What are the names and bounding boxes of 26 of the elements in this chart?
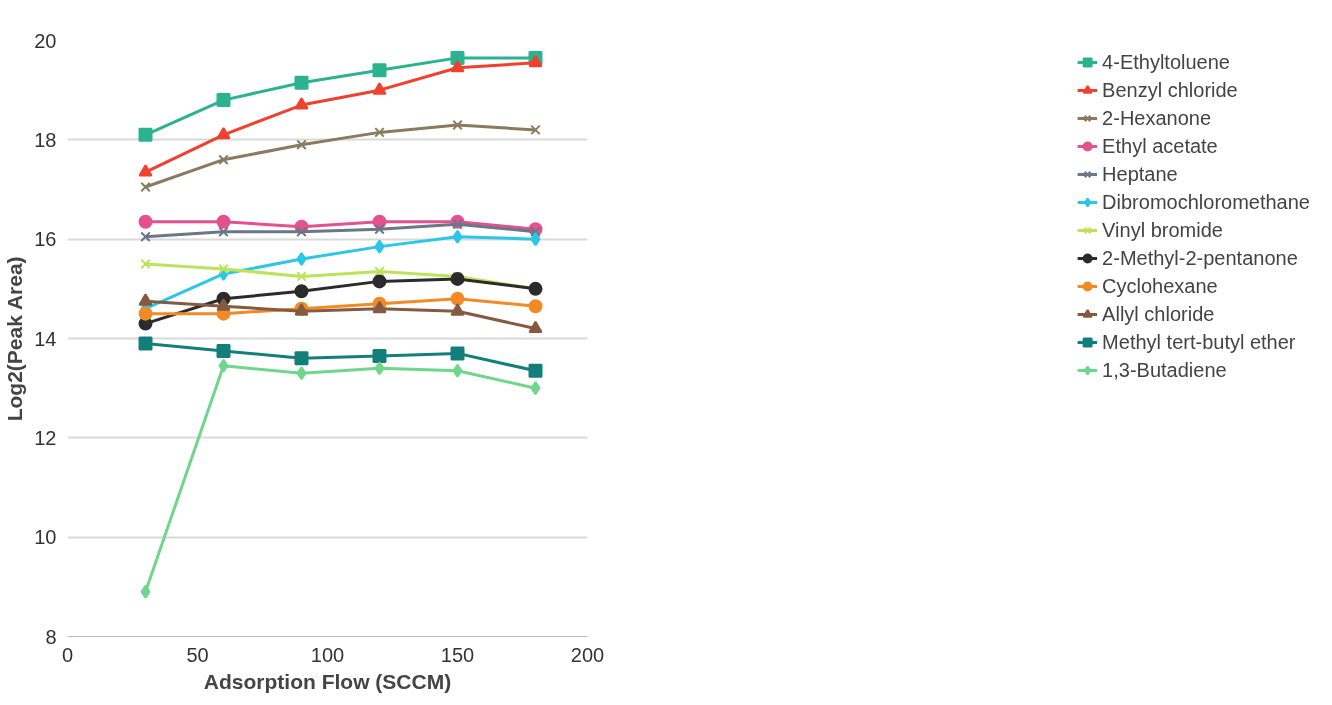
legend-label: Heptane bbox=[1102, 162, 1178, 186]
legend-label: Methyl tert-butyl ether bbox=[1102, 330, 1296, 354]
x-axis-title: Adsorption Flow (SCCM) bbox=[203, 669, 452, 693]
x-tick-label: 150 bbox=[440, 643, 475, 666]
legend-label: Ethyl acetate bbox=[1102, 134, 1218, 158]
legend-label: 2-Hexanone bbox=[1102, 106, 1212, 130]
y-tick-label: 14 bbox=[34, 327, 57, 350]
y-tick-label: 8 bbox=[45, 625, 57, 648]
y-tick-label: 18 bbox=[34, 128, 57, 151]
y-tick-label: 16 bbox=[34, 228, 57, 251]
x-tick-label: 50 bbox=[186, 643, 209, 666]
x-tick-label: 200 bbox=[570, 643, 605, 666]
legend-label: Dibromochloromethane bbox=[1102, 190, 1310, 214]
y-tick-label: 10 bbox=[34, 526, 57, 549]
legend-label: 4-Ethyltoluene bbox=[1102, 50, 1230, 74]
legend-label: 2-Methyl-2-pentanone bbox=[1102, 246, 1298, 270]
legend-label: Benzyl chloride bbox=[1102, 78, 1238, 102]
legend-label: Cyclohexane bbox=[1102, 274, 1218, 298]
legend-label: Vinyl bromide bbox=[1102, 218, 1223, 242]
y-tick-label: 20 bbox=[34, 29, 57, 52]
y-axis-title: Log2(Peak Area) bbox=[3, 256, 27, 422]
legend-label: 1,3-Butadiene bbox=[1102, 358, 1227, 382]
legend-label: Allyl chloride bbox=[1102, 302, 1215, 326]
x-tick-label: 0 bbox=[61, 643, 74, 666]
y-tick-label: 12 bbox=[34, 426, 57, 449]
x-tick-label: 100 bbox=[310, 643, 345, 666]
